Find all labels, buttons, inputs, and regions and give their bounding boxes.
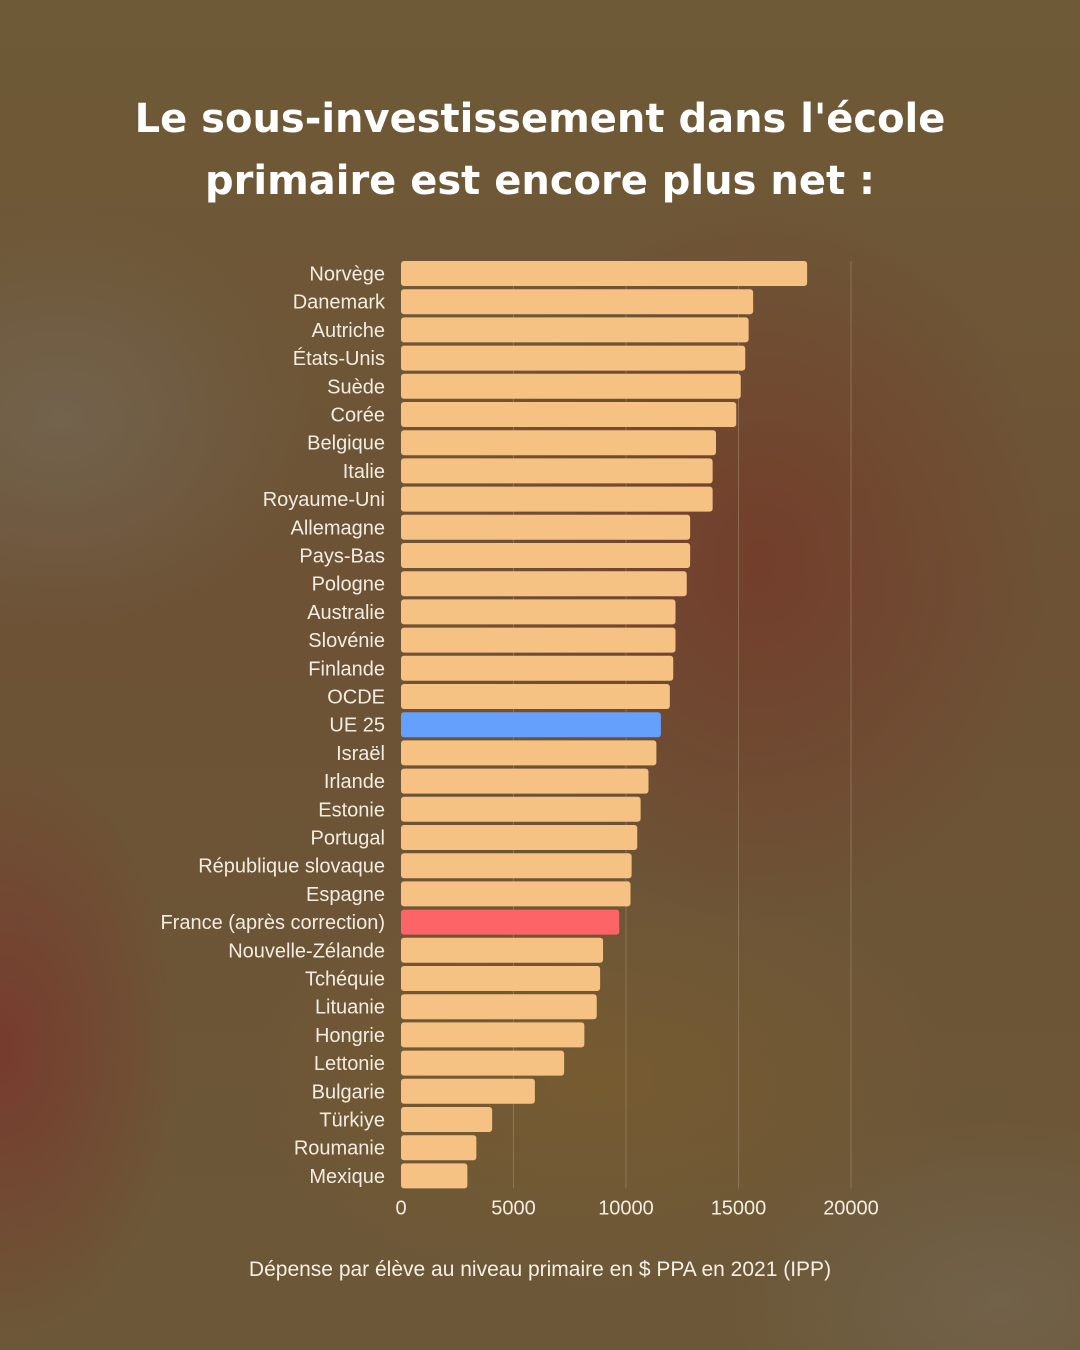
category-label: Espagne: [306, 884, 385, 906]
category-label: Tchéquie: [305, 969, 385, 991]
bar: [401, 1050, 565, 1076]
category-label: Danemark: [293, 292, 386, 314]
category-label: Suède: [327, 376, 385, 398]
category-label: Royaume-Uni: [263, 489, 385, 511]
chart-title-line-1: Le sous-investissement dans l'école: [134, 96, 946, 142]
category-label: Irlande: [324, 771, 385, 793]
category-label: Hongrie: [315, 1025, 385, 1047]
category-label: Belgique: [307, 433, 385, 455]
category-label: Autriche: [312, 320, 385, 342]
category-label: Nouvelle-Zélande: [228, 940, 385, 962]
x-tick-labels: 0 5000 10000 15000 20000: [395, 1197, 878, 1219]
bar: [401, 430, 716, 456]
category-label: Bulgarie: [312, 1081, 385, 1103]
chart-title-line-2: primaire est encore plus net :: [205, 158, 875, 204]
category-labels: Norvège Danemark Autriche États-Unis Suède Co…: [160, 264, 386, 1188]
bar: [401, 543, 691, 568]
x-axis-label: Dépense par élève au niveau primaire en …: [248, 1258, 832, 1281]
category-label: Lettonie: [314, 1053, 385, 1075]
x-tick-label: 0: [395, 1197, 406, 1219]
bar: [401, 345, 746, 371]
category-label: Mexique: [309, 1166, 385, 1188]
bar: [401, 881, 631, 907]
category-label: Lituanie: [315, 997, 385, 1019]
bar: [401, 684, 670, 709]
bar: [401, 599, 676, 625]
x-tick-label: 10000: [598, 1197, 654, 1219]
bar: [401, 458, 713, 484]
bar: [401, 937, 604, 963]
category-label: Australie: [307, 602, 385, 624]
x-tick-label: 5000: [491, 1197, 536, 1219]
category-label: Italie: [343, 461, 385, 483]
category-label: UE 25: [329, 715, 385, 737]
bar: [401, 655, 674, 681]
bar: [401, 740, 657, 766]
bar: [401, 1135, 477, 1161]
bar: [401, 627, 676, 653]
bar: [401, 402, 737, 427]
bar: [401, 1022, 585, 1048]
bar: [401, 1078, 535, 1104]
category-label: Finlande: [308, 658, 385, 680]
bar: [401, 994, 597, 1020]
x-tick-label: 20000: [823, 1197, 879, 1219]
chart-title: Le sous-investissement dans l'école prim…: [0, 88, 1080, 212]
bar: [401, 317, 749, 343]
category-label: États-Unis: [293, 347, 385, 370]
bar: [401, 966, 601, 991]
category-label: Türkiye: [319, 1110, 385, 1132]
category-label: Estonie: [318, 799, 385, 821]
category-label: Corée: [331, 405, 385, 427]
bar: [401, 909, 620, 935]
bar: [401, 853, 632, 879]
bar: [401, 486, 713, 512]
category-label: OCDE: [327, 687, 385, 709]
bar: [401, 1107, 493, 1132]
bar: [401, 373, 741, 399]
bar: [401, 768, 649, 794]
category-label: Roumanie: [294, 1138, 385, 1160]
category-label: France (après correction): [160, 912, 385, 934]
category-label: Allemagne: [290, 517, 385, 539]
bar: [401, 712, 661, 738]
x-tick-label: 15000: [711, 1197, 767, 1219]
category-label: Pologne: [312, 574, 385, 596]
category-label: Israël: [336, 743, 385, 765]
category-label: Norvège: [309, 264, 385, 286]
bar: [401, 796, 641, 822]
category-label: Slovénie: [308, 630, 385, 652]
bars: [401, 261, 808, 1189]
bar: [401, 261, 808, 286]
category-label: Pays-Bas: [299, 546, 385, 568]
bar: [401, 571, 687, 597]
bar: [401, 1163, 468, 1189]
bar: [401, 825, 638, 850]
category-label: Portugal: [311, 828, 386, 850]
bar: [401, 514, 691, 540]
bar: [401, 289, 754, 315]
category-label: République slovaque: [198, 856, 385, 878]
